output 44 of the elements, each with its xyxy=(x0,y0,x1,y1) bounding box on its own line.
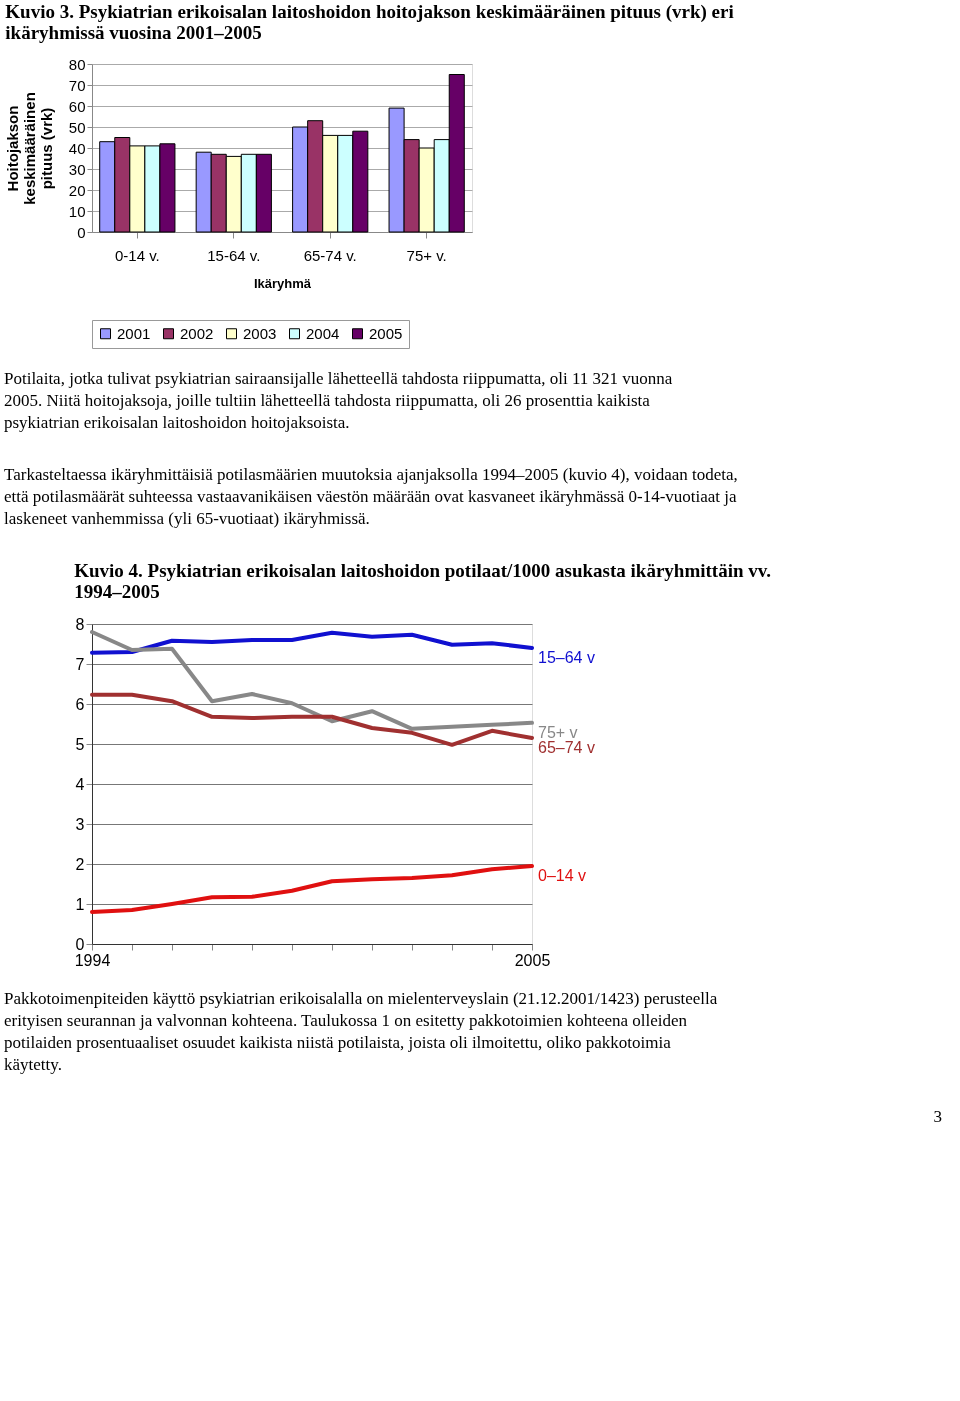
y-tick-label: 30 xyxy=(68,160,86,178)
line-series xyxy=(90,630,534,655)
series-label: 0–14 v xyxy=(538,867,587,884)
legend-label: 2005 xyxy=(369,324,403,342)
y-tick-label: 7 xyxy=(75,655,85,673)
legend-label: 2001 xyxy=(117,324,151,342)
x-tick-label: 0-14 v. xyxy=(114,246,160,264)
x-tick-label: 65-74 v. xyxy=(303,246,357,264)
text: Potilaita, jotka tulivat psykiatrian sairaansijalle lähetteellä tahdosta riippumatta, oli 11 321 vuonna 2005. Niitä hoitojaksoja, joille tultiin lähetteellä tahdosta riippumatta, oli 26 prosenttia kaikista psykiatrian erikoisalan laitoshoidon hoitojaksoista. xyxy=(4,369,673,432)
line-series xyxy=(90,630,534,731)
series-label: 65–74 v xyxy=(538,739,595,756)
line-series xyxy=(90,864,534,914)
chart-title: Kuvio 4. Psykiatrian erikoisalan laitoshoidon potilaat/1000 asukasta ikäryhmittäin vv. 1994–2005 xyxy=(74,560,771,602)
y-tick-label: 80 xyxy=(68,55,86,73)
series-label: 75+ v xyxy=(538,723,578,741)
x-axis-title: Ikäryhmä xyxy=(253,275,312,291)
text: 3 xyxy=(933,1107,942,1126)
y-tick-label: 2 xyxy=(75,855,85,873)
y-tick-label: 20 xyxy=(68,181,86,199)
y-tick-label: 8 xyxy=(75,615,85,633)
text: Pakkotoimenpiteiden käyttö psykiatrian erikoisalalla on mielenterveyslain (21.12.2001/1423) perusteella erityisen seurannan ja valvonnan kohteena. Taulukossa 1 on esitetty pakkotoimien kohteena olleiden potilaiden prosentuaaliset osuudet kaikista niistä potilaista, joista oli ilmoitettu, oliko pakkotoimia käytetty. xyxy=(4,989,718,1074)
y-tick-label: 6 xyxy=(75,695,85,713)
y-tick-label: 60 xyxy=(68,97,86,115)
y-tick-label: 5 xyxy=(75,735,85,753)
series-label: 15–64 v xyxy=(538,649,595,666)
legend-label: 2002 xyxy=(180,324,214,342)
y-tick-label: 0 xyxy=(75,935,85,953)
chart-title: Kuvio 3. Psykiatrian erikoisalan laitoshoidon hoitojakson keskimääräinen pituus (vrk) eri ikäryhmissä vuosina 2001–2005 xyxy=(5,1,734,43)
y-tick-label: 4 xyxy=(75,775,85,793)
y-tick-label: 10 xyxy=(68,202,86,220)
x-tick-label: 15-64 v. xyxy=(207,246,261,264)
y-tick-label: 1 xyxy=(75,895,85,913)
y-tick-label: 40 xyxy=(68,139,86,157)
y-tick-label: 50 xyxy=(68,118,86,136)
y-tick-label: 3 xyxy=(75,815,85,833)
y-axis-title: Hoitojakson keskimääräinen pituus (vrk) xyxy=(3,92,55,205)
y-tick-label: 0 xyxy=(77,223,86,241)
x-tick-label: 75+ v. xyxy=(406,246,447,264)
text: Tarkasteltaessa ikäryhmittäisiä potilasmäärien muutoksia ajanjaksolla 1994–2005 (kuvio 4), voidaan todeta, että potilasmäärät suhteessa vastaavanikäisen väestön määrään ovat kasvaneet ikäryhmässä 0-14-vuotiaat ja laskeneet vanhemmissa (yli 65-vuotiaat) ikäryhmissä. xyxy=(4,465,738,528)
legend-label: 2004 xyxy=(306,324,340,342)
y-tick-label: 70 xyxy=(68,76,86,94)
legend-label: 2003 xyxy=(243,324,277,342)
x-tick-label: 1994 xyxy=(74,951,111,969)
line-series xyxy=(90,692,534,747)
